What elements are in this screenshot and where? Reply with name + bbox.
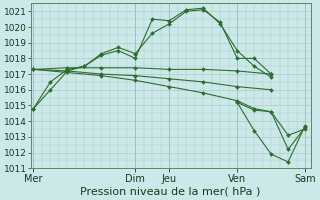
X-axis label: Pression niveau de la mer( hPa ): Pression niveau de la mer( hPa ): [81, 187, 261, 197]
